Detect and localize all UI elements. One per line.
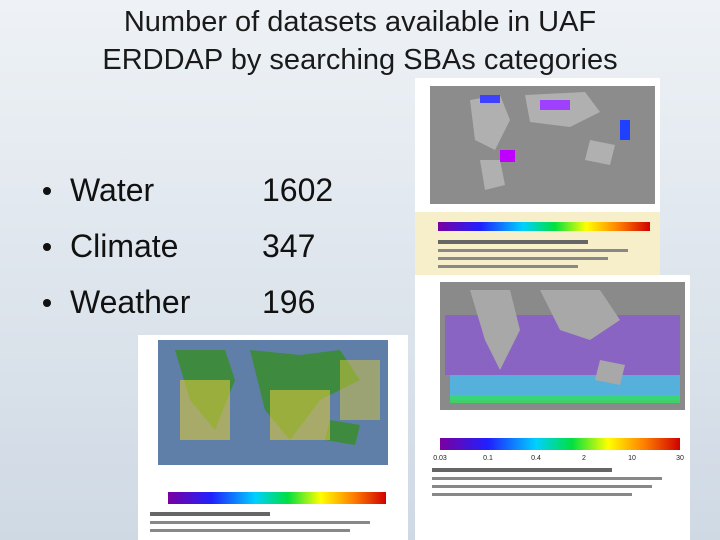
item-label: Climate [70, 228, 179, 264]
title-line: ERDDAP by searching SBAs categories [102, 44, 618, 76]
item-count: 347 [262, 228, 316, 264]
colorbar-label: 30 [676, 455, 684, 462]
map-stations [138, 335, 408, 540]
map-silicate [415, 78, 660, 276]
map-chlorophyll: 0.03 0.1 0.4 2 10 30 [415, 275, 690, 540]
colorbar-label: 0.1 [483, 455, 493, 462]
bullet [43, 243, 51, 251]
colorbar-ticks: 0.03 0.1 0.4 2 10 30 [433, 455, 684, 462]
item-count: 1602 [262, 172, 334, 208]
item-label: Weather [70, 284, 191, 320]
colorbar-label: 2 [582, 455, 586, 462]
item-label: Water [70, 172, 155, 208]
item-count: 196 [262, 284, 316, 320]
colorbar-label: 0.4 [531, 455, 541, 462]
colorbar-label: 10 [628, 455, 636, 462]
title-line: Number of datasets available in UAF [123, 6, 597, 38]
bullet [43, 299, 51, 307]
bullet [43, 187, 51, 195]
colorbar-label: 0.03 [433, 455, 447, 462]
